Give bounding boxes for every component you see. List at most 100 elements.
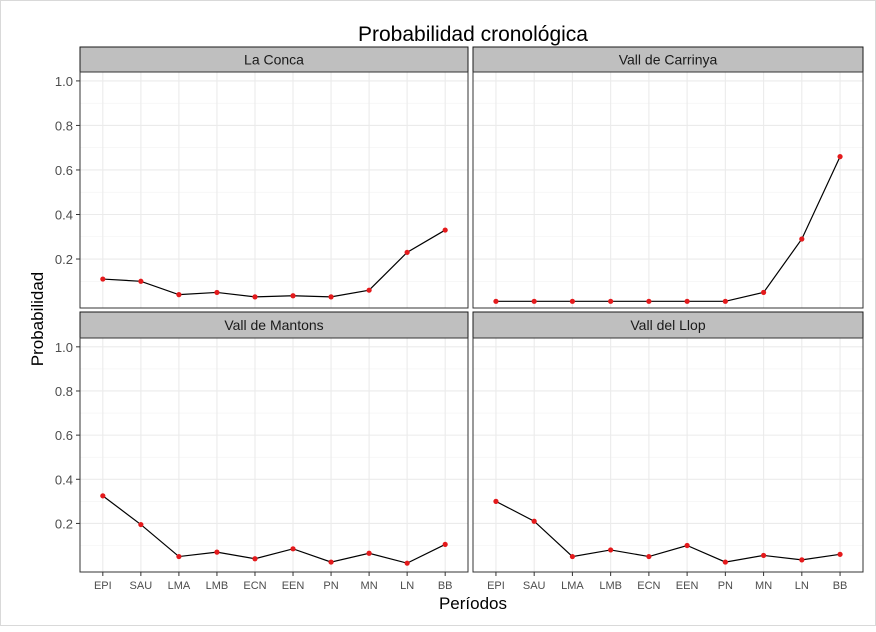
data-point bbox=[290, 546, 296, 552]
data-point bbox=[531, 518, 537, 524]
panel-background bbox=[473, 72, 863, 308]
facet-strip-label: Vall del Llop bbox=[630, 317, 705, 333]
facet-strip-label: La Conca bbox=[244, 52, 304, 68]
data-point bbox=[646, 298, 652, 304]
x-tick-label: LMB bbox=[599, 580, 622, 592]
x-axis-label: Períodos bbox=[439, 594, 507, 613]
data-point bbox=[799, 236, 805, 242]
data-point bbox=[328, 559, 334, 565]
data-point bbox=[608, 547, 614, 553]
data-point bbox=[684, 542, 690, 549]
data-point bbox=[442, 541, 448, 548]
y-tick-label: 0.6 bbox=[55, 163, 73, 178]
panel-border bbox=[472, 71, 864, 309]
facet-panel: Vall de Carrinya bbox=[472, 46, 864, 309]
facet-panels: La Conca 0.2 0.4 0.6 0.8 1.0 Vall de Carrinya V… bbox=[55, 46, 864, 592]
data-point bbox=[404, 560, 410, 566]
y-tick-label: 0.2 bbox=[55, 252, 73, 267]
data-point bbox=[646, 553, 652, 560]
data-point bbox=[760, 289, 767, 296]
panel-border bbox=[79, 71, 469, 309]
x-tick-label: ECN bbox=[637, 580, 660, 592]
data-point bbox=[252, 294, 258, 300]
series-line bbox=[495, 156, 841, 302]
data-point bbox=[799, 557, 805, 563]
y-tick-label: 0.2 bbox=[55, 516, 73, 531]
data-point bbox=[100, 276, 106, 282]
data-point bbox=[366, 550, 372, 556]
x-tick-label: MN bbox=[755, 580, 772, 592]
data-point bbox=[138, 278, 144, 284]
series-line bbox=[495, 500, 841, 563]
panel-border bbox=[472, 337, 864, 573]
data-point bbox=[608, 298, 614, 304]
data-point bbox=[404, 249, 410, 255]
data-point bbox=[722, 559, 728, 565]
facet-strip-label: Vall de Carrinya bbox=[619, 52, 718, 68]
x-tick-label: SAU bbox=[523, 580, 546, 592]
x-tick-label: PN bbox=[323, 580, 338, 592]
facet-strip bbox=[79, 311, 469, 339]
data-point bbox=[493, 498, 499, 504]
data-point bbox=[442, 227, 448, 233]
data-point bbox=[493, 298, 499, 304]
series-line bbox=[102, 229, 446, 298]
y-tick-label: 1.0 bbox=[55, 74, 73, 89]
data-point bbox=[722, 298, 728, 304]
data-point bbox=[138, 521, 144, 528]
facet-strip bbox=[472, 46, 864, 73]
data-point bbox=[760, 552, 767, 559]
panel-background bbox=[473, 338, 863, 572]
y-tick-label: 0.4 bbox=[55, 472, 73, 487]
x-tick-label: BB bbox=[833, 580, 848, 592]
x-tick-label: LN bbox=[400, 580, 414, 592]
data-point bbox=[100, 493, 106, 499]
x-tick-label: EEN bbox=[282, 580, 305, 592]
x-tick-label: BB bbox=[438, 580, 453, 592]
x-tick-label: ECN bbox=[243, 580, 266, 592]
panel-background bbox=[80, 72, 468, 308]
facet-strip bbox=[79, 46, 469, 73]
y-tick-label: 0.6 bbox=[55, 428, 73, 443]
y-tick-label: 1.0 bbox=[55, 340, 73, 355]
x-tick-label: PN bbox=[718, 580, 733, 592]
x-tick-label: EEN bbox=[676, 580, 699, 592]
panel-background bbox=[80, 338, 468, 572]
x-tick-label: LN bbox=[795, 580, 809, 592]
data-point bbox=[837, 154, 843, 160]
y-axis-label: Probabilidad bbox=[28, 272, 47, 367]
data-point bbox=[214, 289, 220, 296]
x-tick-label: SAU bbox=[130, 580, 153, 592]
y-tick-label: 0.4 bbox=[55, 207, 73, 222]
y-tick-label: 0.8 bbox=[55, 384, 73, 399]
data-point bbox=[837, 551, 843, 557]
facet-panel: La Conca 0.2 0.4 0.6 0.8 1.0 bbox=[55, 46, 469, 309]
x-tick-label: MN bbox=[361, 580, 378, 592]
x-tick-label: LMA bbox=[168, 580, 191, 592]
panel-border bbox=[79, 337, 469, 573]
data-point bbox=[328, 294, 334, 300]
y-tick-label: 0.8 bbox=[55, 118, 73, 133]
data-point bbox=[252, 556, 258, 562]
data-point bbox=[214, 549, 220, 555]
data-point bbox=[569, 553, 576, 560]
data-point bbox=[531, 298, 537, 304]
data-point bbox=[176, 553, 182, 560]
facet-strip bbox=[472, 311, 864, 339]
facet-panel: Vall de Mantons 0.2 0.4 0.6 0.8 1.0 EPI SAU LMA L… bbox=[55, 311, 469, 592]
facet-panel: Vall del Llop EPI SAU LMA LMB ECN EEN PN MN LN BB bbox=[472, 311, 864, 592]
x-tick-label: LMA bbox=[561, 580, 584, 592]
chart-title: Probabilidad cronológica bbox=[358, 23, 588, 46]
data-point bbox=[366, 287, 372, 293]
x-tick-label: LMB bbox=[206, 580, 229, 592]
data-point bbox=[684, 298, 690, 304]
x-tick-label: EPI bbox=[94, 580, 112, 592]
series-line bbox=[102, 495, 446, 564]
data-point bbox=[290, 293, 296, 299]
x-tick-label: EPI bbox=[487, 580, 505, 592]
data-point bbox=[569, 298, 576, 304]
data-point bbox=[176, 292, 182, 298]
facet-strip-label: Vall de Mantons bbox=[224, 317, 323, 333]
